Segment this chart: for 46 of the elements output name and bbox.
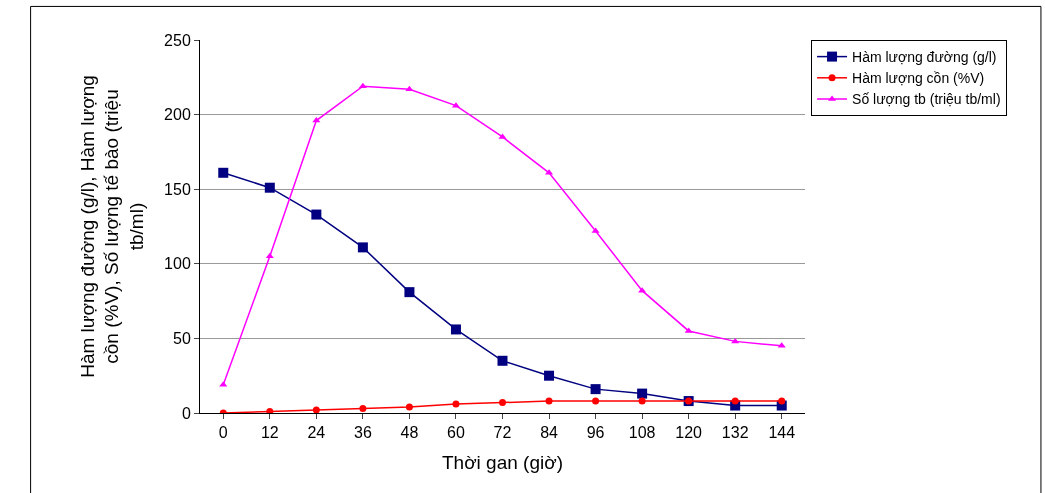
- y-tick-label: 250: [164, 31, 191, 49]
- point: [637, 388, 648, 399]
- point: [450, 324, 461, 335]
- x-tick-label: 36: [353, 424, 372, 442]
- x-tick-label: 144: [768, 424, 796, 442]
- x-tick-label: 48: [400, 424, 419, 442]
- x-tick-label: 132: [721, 424, 749, 442]
- legend-label: Số lượng tb (triệu tb/ml): [852, 91, 1001, 108]
- x-tick-label: 24: [307, 424, 326, 442]
- point: [590, 384, 601, 395]
- point: [264, 182, 275, 193]
- point: [499, 399, 506, 407]
- point: [544, 370, 555, 381]
- point: [405, 403, 413, 411]
- point: [357, 242, 368, 253]
- point: [312, 406, 320, 413]
- y-tick-label: 0: [181, 404, 191, 422]
- y-axis-title: Hàm lượng đường (g/l), Hàm lượng cồn (%V), Số lượng tế bào (triệu tb/ml): [76, 75, 147, 378]
- legend-label: Hàm lượng đường (g/l): [852, 49, 997, 66]
- y-tick-label: 200: [164, 106, 191, 124]
- point: [311, 209, 322, 220]
- point: [545, 397, 553, 405]
- x-axis-title: Thời gan (giờ): [441, 452, 564, 473]
- y-tick-label: 50: [173, 330, 191, 347]
- point: [265, 252, 274, 259]
- point: [452, 400, 460, 408]
- y-tick-label: 100: [164, 255, 191, 273]
- x-tick-label: 120: [675, 424, 703, 442]
- point: [359, 405, 367, 413]
- x-tick-label: 12: [260, 424, 279, 442]
- point: [731, 337, 740, 344]
- point: [218, 167, 229, 178]
- point: [778, 397, 786, 405]
- point: [497, 355, 508, 366]
- x-tick-label: 108: [628, 424, 656, 442]
- x-tick-label: 84: [540, 424, 559, 442]
- x-tick-label: 60: [447, 424, 465, 442]
- point: [731, 397, 739, 405]
- point: [638, 397, 646, 405]
- legend-label: Hàm lượng cồn (%V): [852, 70, 985, 87]
- point: [404, 287, 415, 298]
- y-tick-label: 150: [164, 180, 191, 198]
- x-tick-label: 0: [218, 424, 228, 442]
- x-tick-label: 72: [493, 424, 512, 442]
- x-tick-label: 96: [586, 424, 605, 442]
- point: [592, 397, 600, 405]
